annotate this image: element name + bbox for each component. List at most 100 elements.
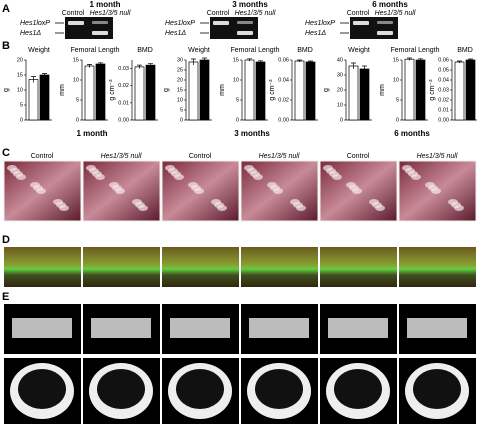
lane-label: Hes1/3/5 null <box>235 10 276 17</box>
y-tick-label: 5 <box>180 107 183 113</box>
error-bar <box>418 58 423 62</box>
group-label: 6 months <box>394 129 430 138</box>
trabecula <box>36 188 46 194</box>
error-bar <box>137 64 142 69</box>
y-tick-label: 20 <box>17 57 23 63</box>
lane-label: Control <box>347 10 370 17</box>
trabecular-bone <box>12 318 72 338</box>
trabecula <box>95 174 105 180</box>
bar <box>454 61 465 121</box>
bar <box>188 61 199 121</box>
bar <box>404 58 415 121</box>
gel-band <box>377 31 393 35</box>
time-label: 6 months <box>372 0 408 9</box>
panel-letter: D <box>2 234 10 246</box>
y-tick-label: 5 <box>236 97 239 103</box>
trabecula <box>16 174 26 180</box>
image-label: Hes1/3/5 null <box>259 153 300 160</box>
y-tick-label: 0.02 <box>278 97 289 103</box>
y-axis-label: g cm⁻² <box>269 79 276 101</box>
y-axis-label: mm <box>59 84 66 96</box>
gel-band <box>237 21 253 24</box>
gel-image <box>350 17 398 39</box>
error-bar <box>148 63 153 67</box>
trabecula <box>115 188 125 194</box>
chart-title: Femoral Length <box>70 47 119 54</box>
y-tick-label: 30 <box>177 57 183 63</box>
trabecula <box>332 174 342 180</box>
y-tick-label: 0 <box>396 117 399 123</box>
bar <box>84 65 95 121</box>
fluorescence-image <box>241 247 318 287</box>
y-axis-label: g cm⁻² <box>429 79 436 101</box>
bar <box>305 61 316 121</box>
chart-title: Femoral Length <box>390 47 439 54</box>
y-tick-label: 15 <box>177 87 183 93</box>
group-label: 3 months <box>234 129 270 138</box>
bar <box>28 79 39 121</box>
marrow-space <box>97 369 145 409</box>
y-tick-label: 0.00 <box>438 117 449 123</box>
trabecula <box>273 188 283 194</box>
y-tick-label: 0 <box>20 117 23 123</box>
y-tick-label: 20 <box>337 87 343 93</box>
y-tick-label: 0.04 <box>438 77 449 83</box>
group-label: 1 month <box>76 129 107 138</box>
y-tick-label: 0.02 <box>438 97 449 103</box>
marrow-space <box>255 369 303 409</box>
bar <box>348 65 359 121</box>
fluorescence-image <box>320 247 397 287</box>
panel-letter: E <box>2 291 9 303</box>
time-label: 1 month <box>89 0 120 9</box>
y-tick-label: 0 <box>76 117 79 123</box>
lane-label: Control <box>62 10 85 17</box>
band-label: Hes1Δ <box>305 30 326 37</box>
y-tick-label: 5 <box>396 97 399 103</box>
band-label: Hes1Δ <box>165 30 186 37</box>
bar <box>95 63 106 121</box>
marrow-space <box>18 369 66 409</box>
trabecula <box>296 205 306 211</box>
marrow-space <box>413 369 461 409</box>
y-tick-label: 0.03 <box>438 87 449 93</box>
error-bar <box>457 60 462 63</box>
band-label: Hes1Δ <box>20 30 41 37</box>
chart-title: BMD <box>457 47 473 54</box>
image-label: Hes1/3/5 null <box>101 153 142 160</box>
error-bar <box>202 57 207 62</box>
y-tick-label: 30 <box>337 72 343 78</box>
lane-label: Hes1/3/5 null <box>90 10 131 17</box>
panel-letter: B <box>2 40 10 52</box>
panel-letter: C <box>2 147 10 159</box>
y-tick-label: 10 <box>233 77 239 83</box>
bar <box>415 59 426 121</box>
y-tick-label: 0.00 <box>118 117 129 123</box>
y-tick-label: 15 <box>233 57 239 63</box>
trabecula <box>217 205 227 211</box>
trabecula <box>454 205 464 211</box>
error-bar <box>308 60 313 63</box>
y-tick-label: 15 <box>73 57 79 63</box>
trabecula <box>138 205 148 211</box>
y-tick-label: 10 <box>393 77 399 83</box>
error-bar <box>351 62 356 69</box>
trabecula <box>194 188 204 194</box>
gel-band <box>377 21 393 24</box>
y-tick-label: 10 <box>337 102 343 108</box>
chart-title: Femoral Length <box>230 47 279 54</box>
error-bar <box>247 58 252 62</box>
bar <box>134 66 145 121</box>
band-label: Hes1loxP <box>305 20 335 27</box>
y-tick-label: 0.00 <box>278 117 289 123</box>
y-tick-label: 15 <box>393 57 399 63</box>
trabecular-bone <box>91 318 151 338</box>
gel-band <box>237 31 253 35</box>
y-tick-label: 0.05 <box>438 67 449 73</box>
chart-title: Weight <box>28 47 50 54</box>
marrow-space <box>334 369 382 409</box>
time-label: 3 months <box>232 0 268 9</box>
fluorescence-image <box>399 247 476 287</box>
y-axis-label: g cm⁻² <box>109 79 116 101</box>
